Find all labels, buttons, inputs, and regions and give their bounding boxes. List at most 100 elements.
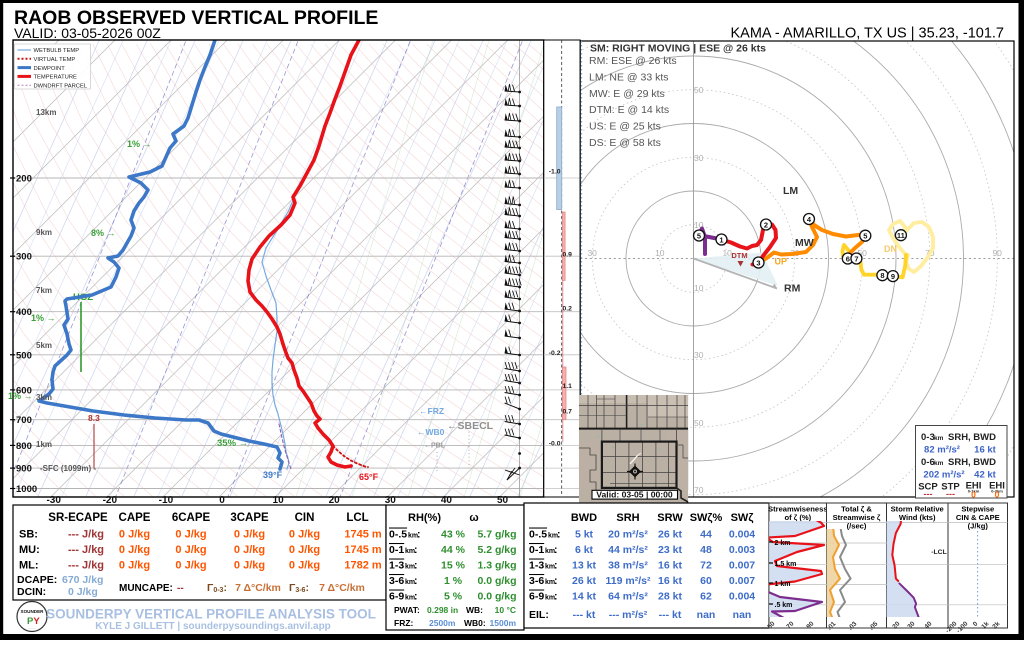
svg-text:--- J/kg: --- J/kg — [68, 544, 104, 556]
svg-text:30: 30 — [694, 153, 704, 163]
svg-text:5.7 g/kg: 5.7 g/kg — [477, 529, 516, 541]
svg-text:65°F: 65°F — [359, 472, 379, 482]
svg-text:5 kt: 5 kt — [575, 529, 594, 541]
svg-text:15 %: 15 % — [441, 560, 466, 572]
svg-text:SWζ%: SWζ% — [690, 512, 723, 524]
svg-text:26 kt: 26 kt — [572, 575, 596, 587]
svg-text:ω: ω — [469, 512, 478, 524]
svg-text:1000: 1000 — [16, 484, 37, 495]
svg-text:6-9: 6-9 — [529, 591, 544, 603]
svg-text:50: 50 — [497, 495, 509, 506]
svg-text:-1.0: -1.0 — [549, 169, 561, 176]
svg-text:EIL:: EIL: — [529, 609, 549, 621]
svg-text:0 J/kg: 0 J/kg — [289, 560, 320, 572]
svg-text:WETBULB TEMP: WETBULB TEMP — [34, 48, 80, 54]
svg-text:44 %: 44 % — [441, 544, 466, 556]
svg-text:10: 10 — [694, 283, 704, 293]
svg-text:1500m: 1500m — [490, 618, 517, 628]
svg-text:0 J/kg: 0 J/kg — [289, 544, 320, 556]
svg-text:10: 10 — [655, 248, 665, 258]
svg-text:LCL: LCL — [346, 512, 368, 524]
svg-text:0 J/kg: 0 J/kg — [119, 529, 150, 541]
svg-text:1% →: 1% → — [127, 139, 152, 149]
svg-text:44 m²/s²: 44 m²/s² — [608, 544, 648, 556]
svg-text:--: -- — [177, 583, 184, 594]
svg-text::: : — [414, 575, 418, 587]
svg-text:TEMPERATURE: TEMPERATURE — [34, 75, 78, 81]
svg-text:42 kt: 42 kt — [974, 470, 996, 481]
svg-text:16 kt: 16 kt — [658, 560, 682, 572]
svg-text:5: 5 — [863, 232, 867, 241]
svg-text:0.7: 0.7 — [563, 409, 573, 416]
svg-text:670 J/kg: 670 J/kg — [62, 574, 103, 586]
svg-text:90: 90 — [992, 248, 1002, 258]
svg-text:SWζ: SWζ — [731, 512, 754, 524]
svg-text:0-1: 0-1 — [389, 544, 404, 556]
svg-text:1km: 1km — [36, 440, 52, 449]
svg-text:48: 48 — [700, 544, 712, 556]
svg-text::: : — [554, 544, 558, 556]
svg-text:200: 200 — [16, 174, 32, 185]
svg-text:3-6: 3-6 — [389, 575, 404, 587]
svg-text:SRH,: SRH, — [948, 432, 971, 443]
svg-text:←SBECL: ←SBECL — [447, 420, 494, 432]
svg-text::: : — [414, 591, 418, 603]
svg-text:1.5 km: 1.5 km — [775, 561, 797, 568]
svg-text:82 m²/s²: 82 m²/s² — [924, 445, 960, 456]
svg-text:30: 30 — [587, 248, 597, 258]
svg-text:.5 km: .5 km — [775, 602, 793, 609]
svg-text:3-6: 3-6 — [529, 575, 544, 587]
svg-text:........: ........ — [28, 626, 36, 630]
svg-text:11: 11 — [897, 231, 905, 240]
svg-text:-0.0: -0.0 — [549, 441, 561, 448]
svg-text:1-3: 1-3 — [389, 560, 404, 572]
svg-text:16 kt: 16 kt — [974, 445, 996, 456]
svg-text:50: 50 — [694, 418, 704, 428]
svg-text:0: 0 — [971, 489, 976, 499]
svg-text::: : — [554, 575, 558, 587]
svg-text:62: 62 — [700, 591, 712, 603]
svg-text:72: 72 — [700, 560, 712, 572]
svg-text:38 m²/s²: 38 m²/s² — [608, 560, 648, 572]
svg-text:Wind (kts): Wind (kts) — [899, 513, 936, 522]
svg-text:800: 800 — [16, 441, 32, 452]
svg-text:1782 m: 1782 m — [344, 560, 382, 572]
svg-text:-LCL: -LCL — [931, 549, 946, 556]
svg-text:VALID: 03-05-2026 00Z: VALID: 03-05-2026 00Z — [14, 25, 161, 41]
svg-text:0: 0 — [219, 495, 225, 506]
svg-text:8% →: 8% → — [91, 228, 116, 238]
svg-text:8.3: 8.3 — [88, 413, 100, 423]
svg-text:20: 20 — [329, 495, 341, 506]
svg-text:30: 30 — [694, 350, 704, 360]
svg-text:400: 400 — [16, 307, 32, 318]
svg-text:0 J/kg: 0 J/kg — [119, 560, 150, 572]
svg-text:DN: DN — [884, 244, 897, 254]
svg-text:2500m: 2500m — [429, 618, 456, 628]
svg-text:of ζ (%): of ζ (%) — [784, 513, 811, 522]
svg-text:3: 3 — [756, 258, 760, 267]
svg-text:0-6: 0-6 — [921, 457, 935, 468]
svg-text:10 °C: 10 °C — [495, 605, 516, 615]
svg-text:44: 44 — [700, 529, 712, 541]
svg-text:DEWPOINT: DEWPOINT — [34, 66, 66, 72]
svg-text::: : — [557, 529, 561, 541]
svg-text:700: 700 — [16, 415, 32, 426]
svg-text:←WB0: ←WB0 — [417, 427, 445, 437]
svg-text:--- kt: --- kt — [659, 609, 682, 621]
svg-text:SRW: SRW — [657, 512, 683, 524]
svg-text:1: 1 — [719, 235, 723, 244]
svg-text:5km: 5km — [36, 341, 52, 350]
svg-text:FRZ:: FRZ: — [394, 618, 414, 628]
svg-text:SOUNDER: SOUNDER — [21, 609, 45, 614]
svg-text:0: 0 — [995, 489, 1000, 499]
svg-text:0 J/kg: 0 J/kg — [234, 529, 265, 541]
svg-text:SR-ECAPE: SR-ECAPE — [48, 512, 108, 524]
svg-text::: : — [417, 529, 421, 541]
svg-text:WB0:: WB0: — [464, 618, 486, 628]
svg-text:SM: RIGHT MOVING | ESE @ 26 kt: SM: RIGHT MOVING | ESE @ 26 kts — [590, 43, 766, 55]
svg-text:0 J/kg: 0 J/kg — [175, 529, 206, 541]
svg-text:km: km — [934, 460, 944, 467]
svg-text:30: 30 — [385, 495, 397, 506]
svg-text:900: 900 — [16, 464, 32, 475]
svg-text:0.2: 0.2 — [563, 306, 573, 313]
